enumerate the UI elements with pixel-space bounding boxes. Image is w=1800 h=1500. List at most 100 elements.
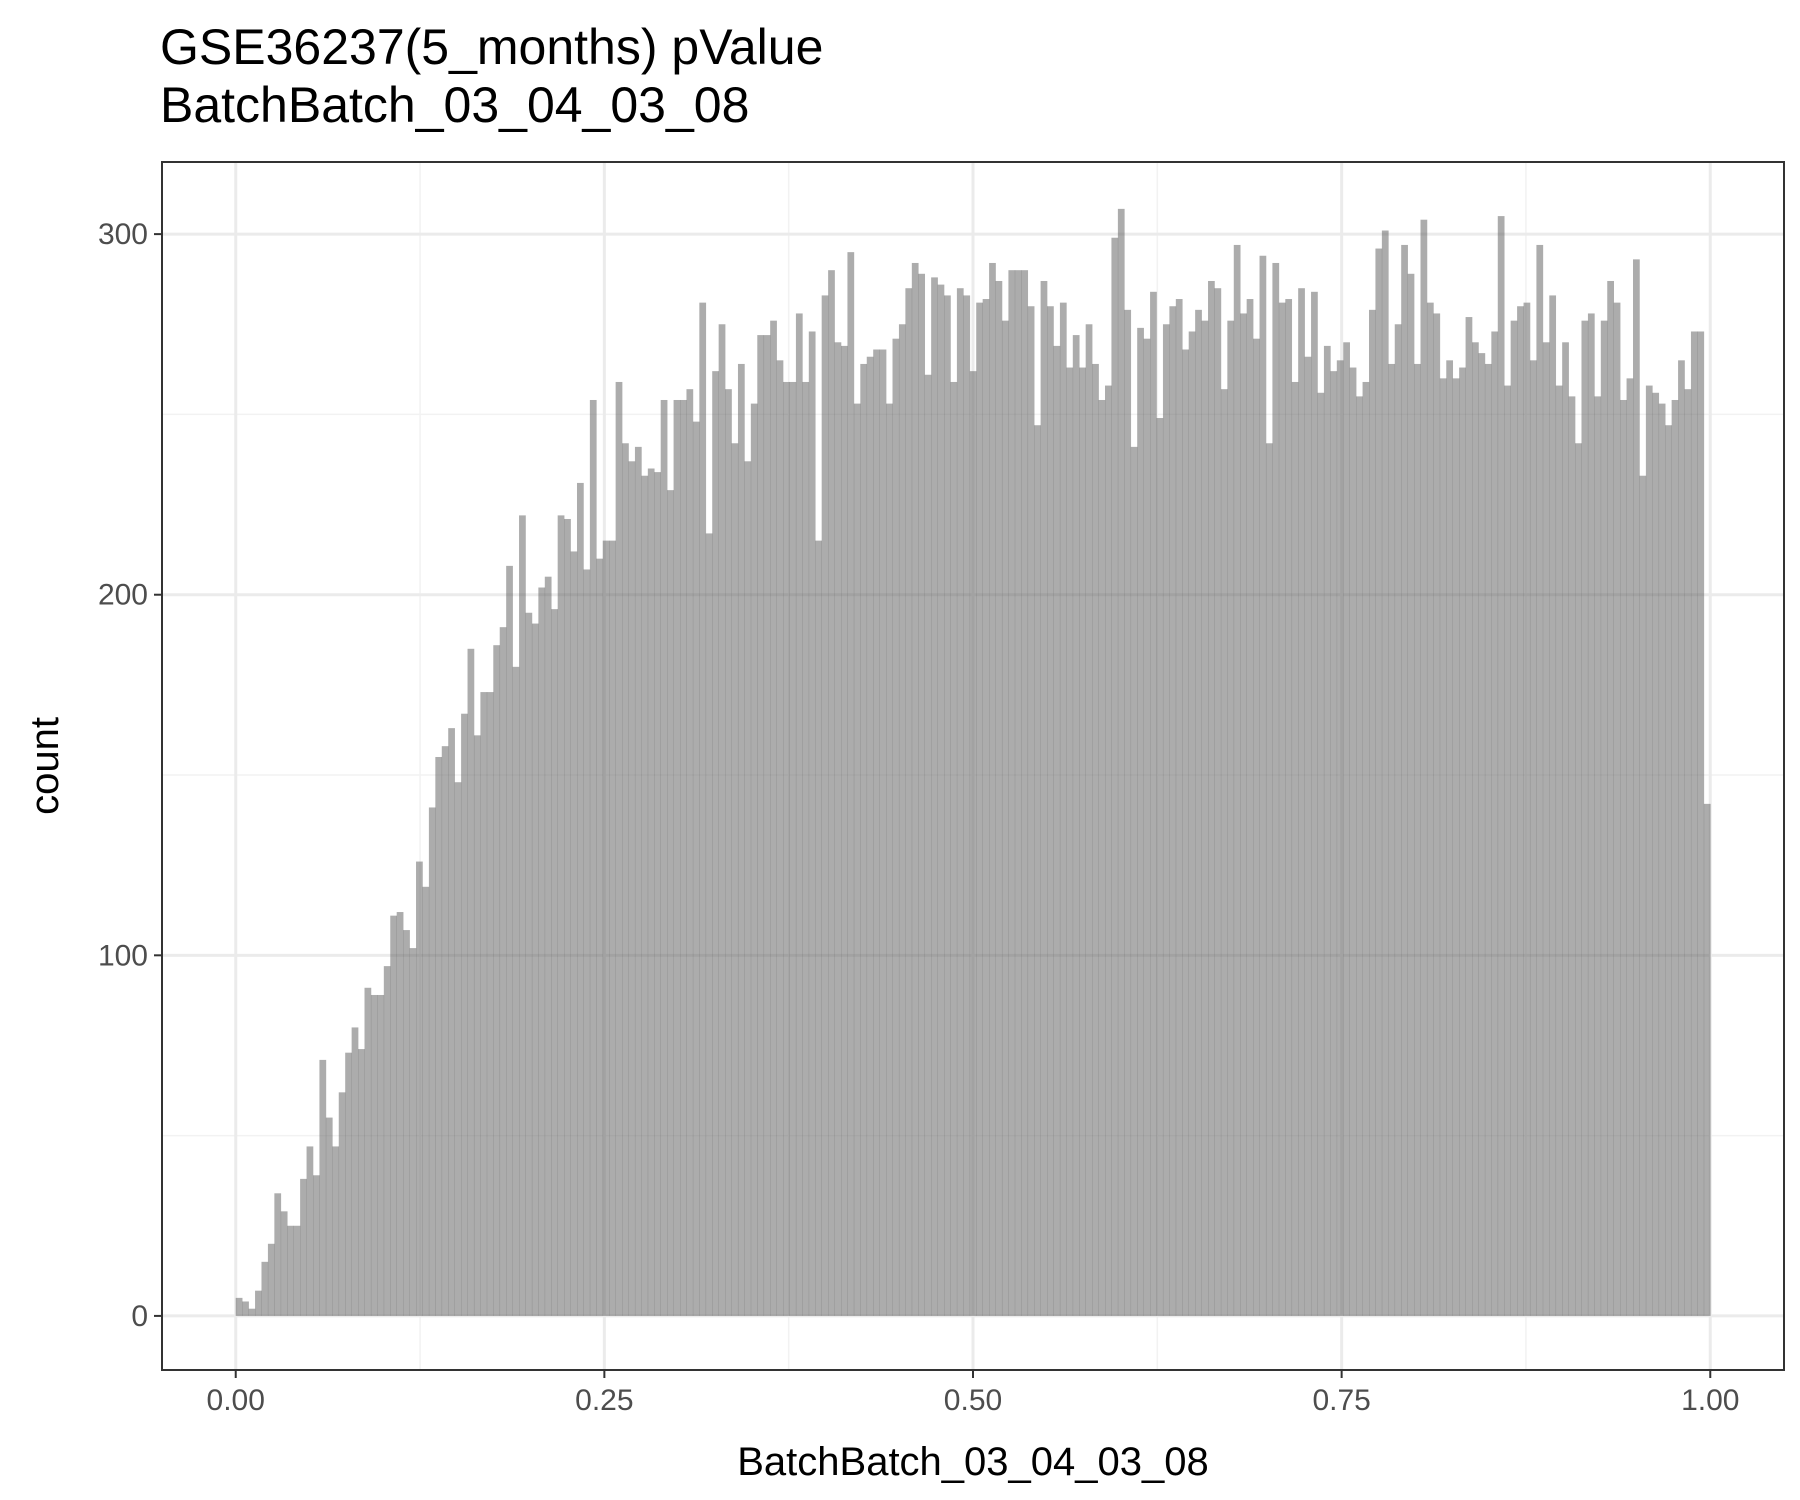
histogram-bar (1690, 331, 1698, 1316)
histogram-bar (358, 1049, 365, 1316)
histogram-bar (1491, 331, 1499, 1316)
histogram-bar (750, 403, 758, 1316)
histogram-bar (776, 360, 784, 1316)
histogram-bar (1298, 288, 1305, 1316)
histogram-bar (1175, 299, 1183, 1316)
histogram-bar (531, 623, 539, 1316)
histogram-bar (1208, 280, 1215, 1316)
histogram-bar (1188, 331, 1196, 1316)
histogram-bar (435, 756, 443, 1316)
histogram-bars (235, 208, 1711, 1316)
histogram-bar (1555, 385, 1563, 1316)
histogram-bar (911, 262, 919, 1316)
histogram-bar (428, 807, 436, 1316)
histogram-bar (950, 381, 958, 1316)
histogram-bar (1375, 248, 1383, 1316)
histogram-bar (1575, 443, 1582, 1316)
histogram-bar (976, 302, 983, 1316)
histogram-bar (364, 987, 372, 1316)
histogram-bar (255, 1290, 262, 1316)
histogram-bar (1278, 302, 1286, 1316)
histogram-bar (1021, 270, 1029, 1316)
histogram-bar (937, 284, 945, 1316)
histogram-bar (647, 468, 655, 1316)
histogram-bar (963, 295, 971, 1316)
histogram-bar (744, 461, 752, 1316)
histogram-bar (312, 1175, 320, 1316)
x-tick-label: 0.25 (575, 1384, 633, 1417)
histogram-bar (351, 1027, 359, 1316)
histogram-bar (898, 324, 906, 1316)
histogram-bar (1426, 302, 1434, 1316)
histogram-bar (1645, 385, 1653, 1316)
x-tick-label: 1.00 (1681, 1384, 1739, 1417)
histogram-bar (1233, 244, 1241, 1316)
histogram-bar (1143, 338, 1151, 1316)
histogram-bar (1098, 399, 1106, 1316)
histogram-bar (544, 576, 552, 1316)
histogram-bar (576, 482, 584, 1316)
histogram-bar (795, 313, 803, 1316)
histogram-bar (1523, 302, 1531, 1316)
histogram-bar (699, 302, 707, 1316)
histogram-bar (519, 515, 526, 1316)
histogram-bar (525, 612, 533, 1316)
histogram-bar (847, 252, 855, 1316)
x-tick-label: 0.75 (1312, 1384, 1370, 1417)
histogram-bar (1607, 280, 1614, 1316)
histogram-bar (815, 540, 822, 1316)
histogram-bar (1323, 345, 1331, 1316)
histogram-bar (403, 930, 410, 1316)
y-tick-label: 300 (98, 218, 148, 251)
x-tick-label: 0.50 (944, 1384, 1002, 1417)
histogram-bar (808, 331, 816, 1316)
histogram-bar (789, 381, 797, 1316)
histogram-bar (1253, 338, 1260, 1316)
histogram-bar (673, 399, 681, 1316)
histogram-bar (1304, 356, 1312, 1316)
histogram-bar (1336, 360, 1344, 1316)
histogram-bar (409, 948, 417, 1316)
histogram-bar (1472, 342, 1479, 1316)
histogram-bar (583, 569, 591, 1316)
histogram-bar (634, 446, 642, 1316)
histogram-bar (396, 912, 404, 1316)
histogram-bar (763, 335, 771, 1316)
histogram-bar (1658, 403, 1666, 1316)
histogram-bar (1446, 360, 1454, 1316)
histogram-bar (1246, 299, 1254, 1316)
histogram-bar (506, 565, 513, 1316)
histogram-bar (924, 374, 932, 1316)
histogram-bar (969, 371, 977, 1316)
histogram-bar (1665, 425, 1672, 1316)
histogram-bar (1291, 381, 1299, 1316)
histogram-bar (828, 270, 835, 1316)
histogram-bar (1600, 320, 1608, 1316)
histogram-bar (441, 746, 449, 1316)
histogram-bar (564, 518, 571, 1316)
histogram-bar (422, 886, 430, 1316)
histogram-bar (448, 728, 455, 1316)
y-tick-label: 0 (131, 1300, 148, 1333)
histogram-bar (840, 345, 848, 1316)
histogram-bar (499, 627, 507, 1316)
histogram-bar (1182, 349, 1190, 1316)
histogram-bar (667, 490, 674, 1316)
histogram-bar (454, 782, 462, 1316)
histogram-bar (1407, 273, 1415, 1316)
histogram-bar (287, 1225, 294, 1316)
histogram-bar (860, 363, 868, 1316)
histogram-bar (1330, 371, 1338, 1316)
histogram-bar (737, 363, 745, 1316)
histogram-bar (725, 389, 732, 1316)
histogram-bar (1626, 378, 1634, 1316)
histogram-bar (879, 349, 887, 1316)
histogram-bar (370, 994, 378, 1316)
histogram-bar (467, 648, 475, 1316)
histogram-bar (1504, 385, 1511, 1316)
histogram-bar (1697, 331, 1705, 1316)
histogram-bar (1059, 302, 1067, 1316)
histogram-bar (622, 443, 629, 1316)
histogram-bar (1529, 360, 1537, 1316)
histogram-bar (1517, 306, 1524, 1316)
